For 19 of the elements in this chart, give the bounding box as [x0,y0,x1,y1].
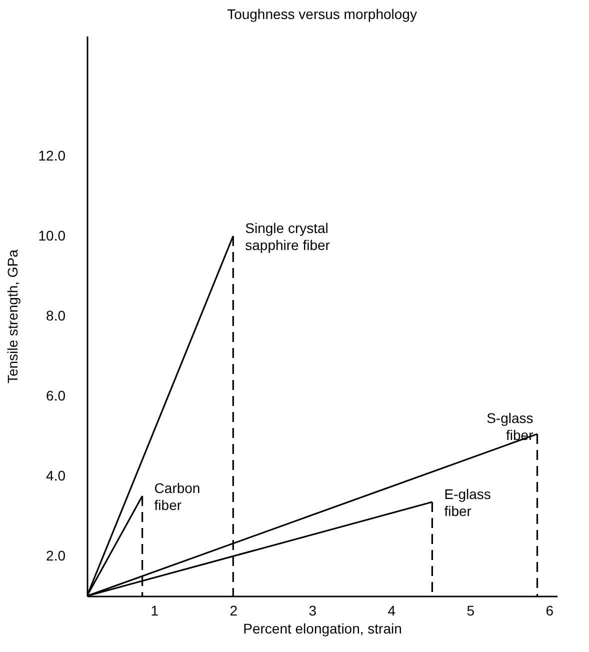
y-tick-label: 4.0 [46,468,66,484]
series-label: E-glass fiber [444,486,491,519]
y-tick-label: 12.0 [38,148,66,164]
x-tick-label: 5 [466,602,475,618]
x-tick-label: 6 [546,602,554,618]
y-axis-title: Tensile strength, GPa [4,249,20,384]
x-tick-label: 2 [230,602,238,618]
y-tick-label: 2.0 [46,548,66,564]
series-label: Single crystal sapphire fiber [245,220,330,253]
series-label: Carbon fiber [154,480,200,513]
x-tick-label: 1 [150,602,159,618]
series-label: S-glass fiber [486,410,534,443]
y-tick-label: 10.0 [38,228,66,244]
x-axis-title: Percent elongation, strain [243,620,402,636]
x-tick-label: 3 [308,602,317,618]
y-tick-label: 8.0 [46,308,66,324]
chart-title: Toughness versus morphology [227,6,417,22]
x-tick-label: 4 [388,602,396,618]
y-tick-label: 6.0 [46,388,66,404]
